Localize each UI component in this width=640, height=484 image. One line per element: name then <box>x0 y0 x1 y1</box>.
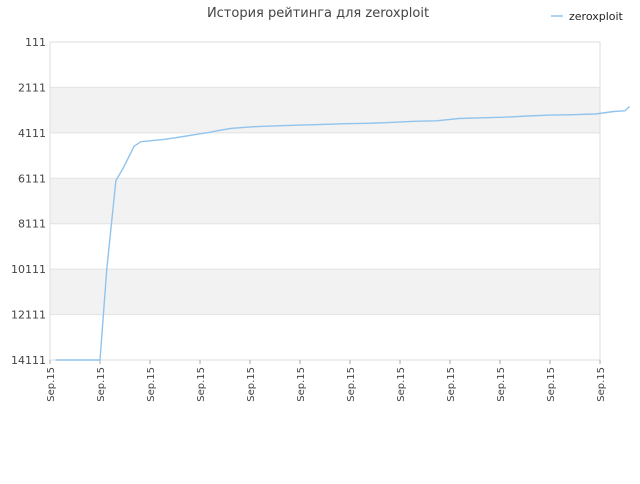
plot-band <box>50 178 600 224</box>
plot-band <box>50 87 600 133</box>
series-line-zeroxploit[interactable] <box>55 105 630 361</box>
x-tick-label: Sep.15 <box>296 367 307 402</box>
x-tick-label: Sep.15 <box>596 367 607 402</box>
y-tick-label: 6111 <box>18 172 46 185</box>
x-tick-label: Sep.15 <box>246 367 257 402</box>
x-tick-label: Sep.15 <box>96 367 107 402</box>
x-tick-label: Sep.15 <box>446 367 457 402</box>
x-tick-label: Sep.15 <box>196 367 207 402</box>
legend-label: zeroxploit <box>569 10 624 23</box>
y-tick-label: 14111 <box>11 354 46 367</box>
y-tick-label: 2111 <box>18 81 46 94</box>
plot-frame <box>49 41 601 361</box>
y-tick-label: 4111 <box>18 127 46 140</box>
chart-title: История рейтинга для zeroxploit <box>207 6 429 21</box>
plot-band <box>50 42 600 88</box>
x-tick-label: Sep.15 <box>346 367 357 402</box>
plot-band <box>50 314 600 360</box>
x-tick-label: Sep.15 <box>396 367 407 402</box>
x-tick-label: Sep.15 <box>496 367 507 402</box>
legend[interactable]: zeroxploit <box>551 10 624 23</box>
plot-band <box>50 269 600 315</box>
y-tick-label: 10111 <box>11 263 46 276</box>
plot-band <box>50 132 600 179</box>
x-tick-label: Sep.15 <box>146 367 157 402</box>
x-tick-label: Sep.15 <box>546 367 557 402</box>
y-tick-label: 111 <box>25 36 46 49</box>
plot-band <box>50 223 600 270</box>
y-tick-label: 12111 <box>11 309 46 322</box>
x-tick-label: Sep.15 <box>46 367 57 402</box>
y-tick-label: 8111 <box>18 218 46 231</box>
